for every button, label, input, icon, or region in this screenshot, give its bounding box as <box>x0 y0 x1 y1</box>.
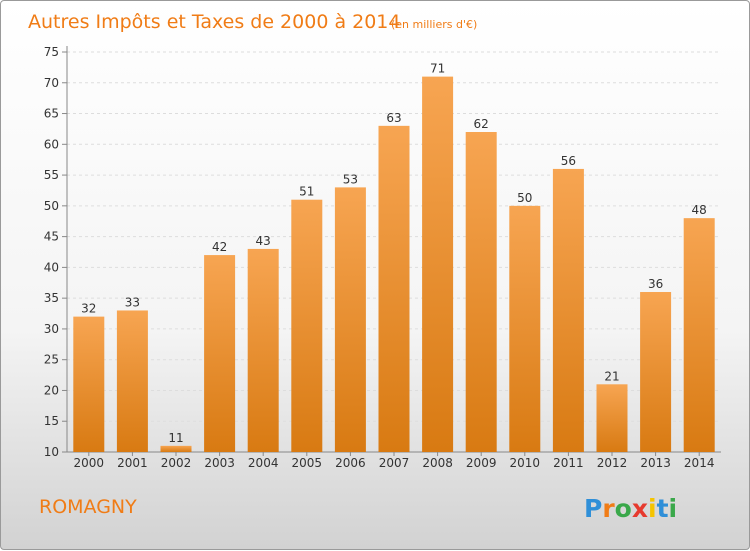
x-tick-label-2001: 2001 <box>117 456 148 470</box>
x-tick-label-2011: 2011 <box>553 456 584 470</box>
y-tick-label-15: 15 <box>44 414 59 428</box>
y-tick-label-70: 70 <box>44 76 59 90</box>
y-tick-label-10: 10 <box>44 445 59 459</box>
x-tick-label-2010: 2010 <box>510 456 541 470</box>
x-tick-label-2009: 2009 <box>466 456 497 470</box>
bar-2001 <box>116 310 148 452</box>
logo-text: Proxiti <box>584 494 677 523</box>
y-tick-label-20: 20 <box>44 383 59 397</box>
bar-2008 <box>422 76 454 452</box>
y-tick-label-55: 55 <box>44 168 59 182</box>
chart-title: Autres Impôts et Taxes de 2000 à 2014 <box>28 11 401 33</box>
bar-2009 <box>465 132 497 452</box>
y-tick-label-30: 30 <box>44 322 59 336</box>
y-tick-label-25: 25 <box>44 353 59 367</box>
y-tick-label-50: 50 <box>44 199 59 213</box>
logo-letter: o <box>615 494 632 523</box>
bars <box>73 76 715 452</box>
value-label-2004: 43 <box>256 234 271 248</box>
bar-2005 <box>291 199 323 452</box>
value-label-2007: 63 <box>386 111 401 125</box>
y-tick-label-40: 40 <box>44 260 59 274</box>
value-label-2013: 36 <box>648 277 663 291</box>
logo-letter: i <box>669 494 678 523</box>
value-label-2010: 50 <box>517 191 532 205</box>
labels: 10 15 20 25 30 35 40 45 50 55 60 65 70 75 32 2000 33 2001… <box>44 45 715 470</box>
x-tick-label-2013: 2013 <box>640 456 671 470</box>
bar-2011 <box>552 168 584 452</box>
chart-unit: (en milliers d'€) <box>391 18 477 31</box>
y-tick-label-45: 45 <box>44 230 59 244</box>
x-tick-label-2012: 2012 <box>597 456 628 470</box>
bar-2014 <box>683 218 715 452</box>
value-label-2002: 11 <box>168 431 183 445</box>
bar-2007 <box>378 125 410 452</box>
logo-letter: r <box>602 494 615 523</box>
x-tick-label-2004: 2004 <box>248 456 279 470</box>
y-tick-label-75: 75 <box>44 45 59 59</box>
value-label-2012: 21 <box>604 369 619 383</box>
x-tick-label-2014: 2014 <box>684 456 715 470</box>
bar-2003 <box>204 255 236 452</box>
x-tick-label-2000: 2000 <box>74 456 105 470</box>
location-name: ROMAGNY <box>39 496 137 518</box>
logo-letter: i <box>648 494 657 523</box>
y-tick-label-65: 65 <box>44 107 59 121</box>
value-label-2003: 42 <box>212 240 227 254</box>
bar-2004 <box>247 248 279 452</box>
y-tick-label-35: 35 <box>44 291 59 305</box>
value-label-2000: 32 <box>81 302 96 316</box>
value-label-2001: 33 <box>125 295 140 309</box>
value-label-2008: 71 <box>430 62 445 76</box>
logo-letter: x <box>632 494 648 523</box>
bar-2006 <box>334 187 366 452</box>
x-tick-label-2006: 2006 <box>335 456 366 470</box>
logo-letter: t <box>657 494 669 523</box>
bar-2000 <box>73 316 105 452</box>
value-label-2006: 53 <box>343 172 358 186</box>
proxiti-logo: Proxiti <box>584 494 677 523</box>
x-tick-label-2007: 2007 <box>379 456 410 470</box>
logo-letter: P <box>584 494 602 523</box>
x-tick-label-2003: 2003 <box>204 456 235 470</box>
bar-2002 <box>160 445 192 452</box>
x-tick-label-2005: 2005 <box>292 456 323 470</box>
value-label-2009: 62 <box>474 117 489 131</box>
value-label-2011: 56 <box>561 154 576 168</box>
bar-2010 <box>509 205 541 452</box>
value-label-2014: 48 <box>692 203 707 217</box>
x-tick-label-2008: 2008 <box>422 456 453 470</box>
x-tick-label-2002: 2002 <box>161 456 192 470</box>
value-label-2005: 51 <box>299 185 314 199</box>
bar-2012 <box>596 384 628 452</box>
y-tick-label-60: 60 <box>44 137 59 151</box>
bar-2013 <box>640 292 672 452</box>
